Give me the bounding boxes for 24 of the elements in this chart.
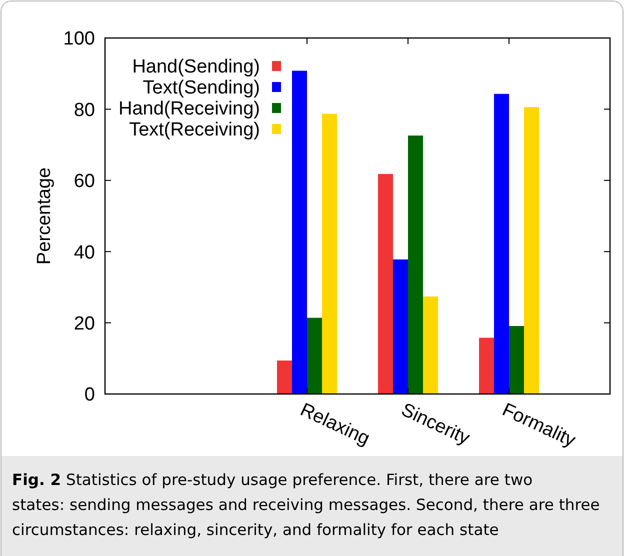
bar [277,360,292,394]
y-tick-label: 40 [74,242,95,264]
bar [524,107,539,394]
legend-label: Hand(Sending) [132,56,260,78]
y-tick-label: 60 [74,171,95,192]
bar [378,174,393,394]
bar [494,94,509,394]
y-tick-label: 0 [84,384,95,406]
bar [423,296,438,394]
bar [393,259,408,394]
caption: Fig. 2 Statistics of pre-study usage preference. First, there are two states: sending messages and receiving messages. Second, there are three circumstances: relaxing, sincerity, and formality for each state [12,471,600,539]
bar [509,326,524,394]
y-axis-title: Percentage [34,167,55,265]
y-tick-label: 80 [74,100,95,121]
legend-label: Hand(Receiving) [118,98,260,120]
bar [322,114,337,394]
bar [479,338,494,394]
legend-label: Text(Receiving) [129,120,260,141]
bar [408,136,423,394]
y-tick-label: 20 [74,313,95,334]
y-tick-label: 100 [63,28,95,50]
legend-label: Text(Sending) [142,78,260,99]
bar [292,70,307,394]
bar [307,318,322,394]
